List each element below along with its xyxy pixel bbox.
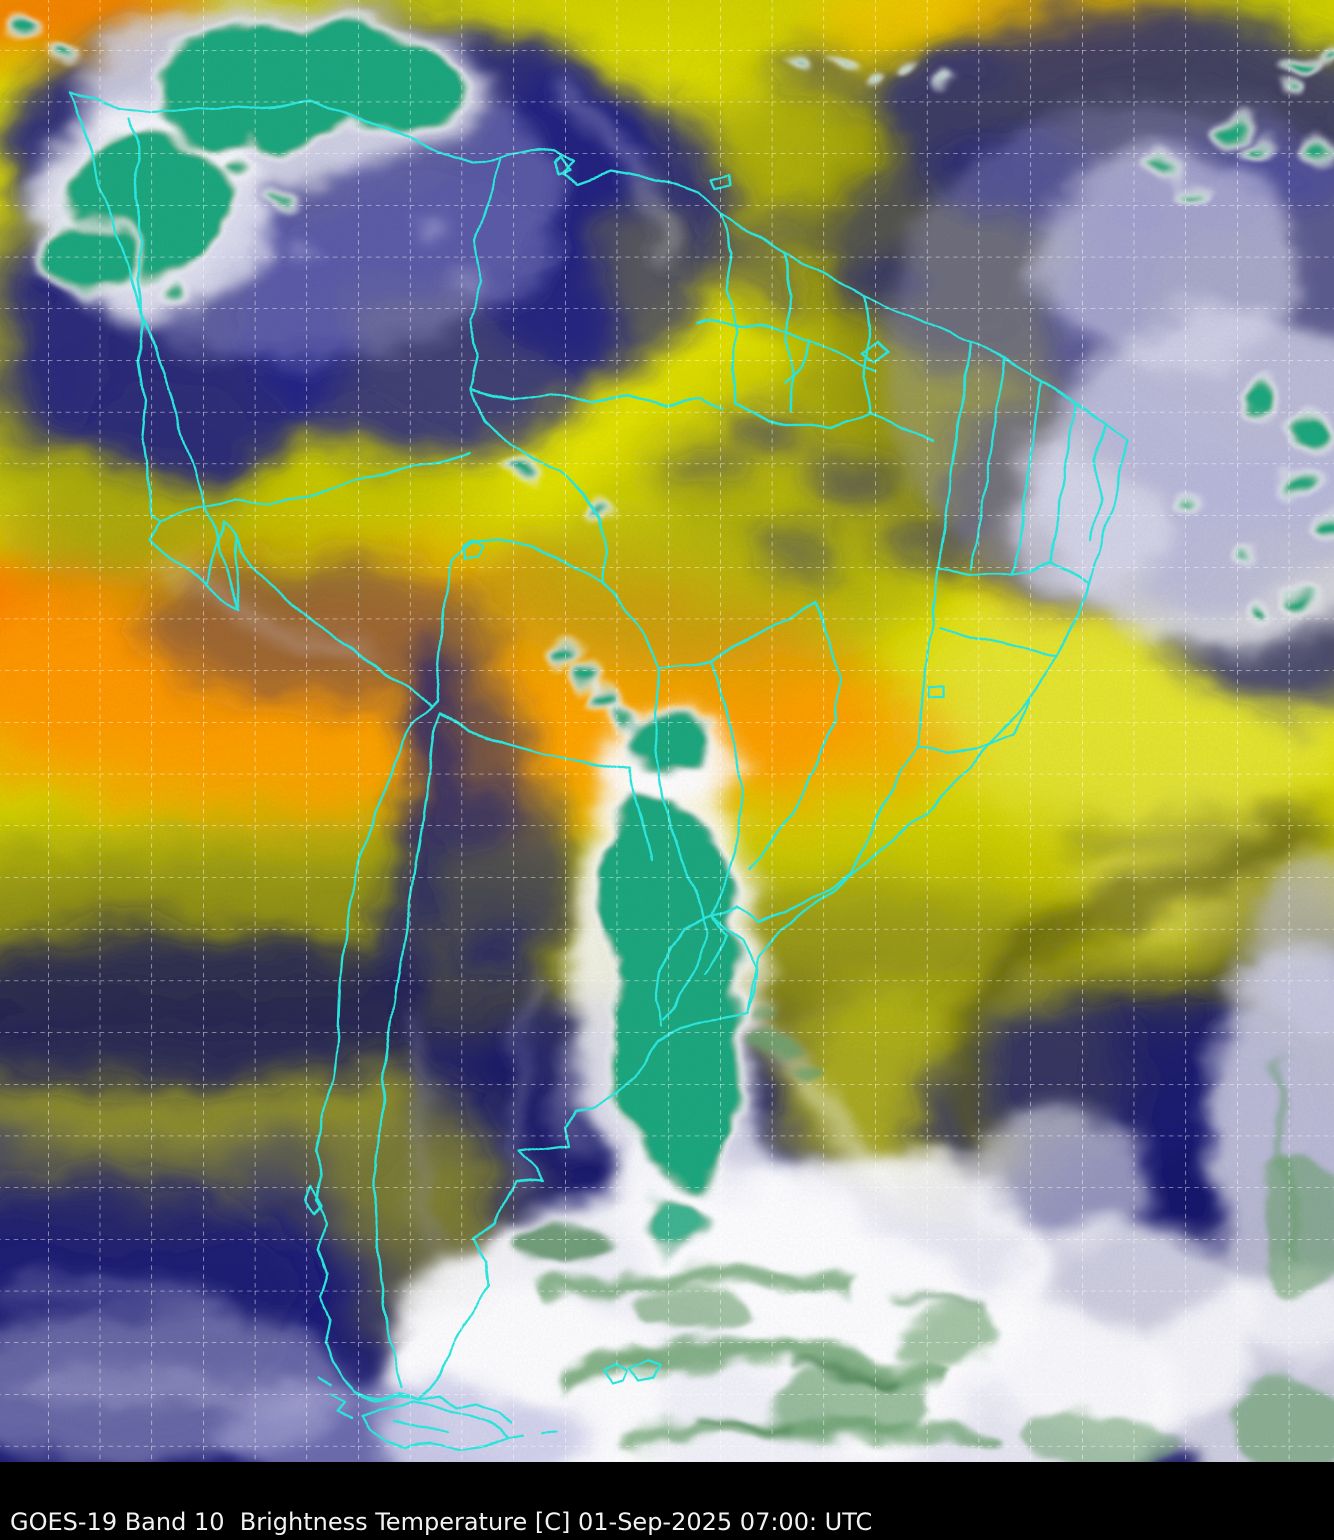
caption-text: GOES-19 Band 10 Brightness Temperature [… <box>10 1508 873 1536</box>
caption-bar: GOES-19 Band 10 Brightness Temperature [… <box>0 1462 1334 1540</box>
latlon-grid <box>0 0 1334 1462</box>
satellite-map-area <box>0 0 1334 1462</box>
satellite-ir-image <box>0 0 1334 1462</box>
